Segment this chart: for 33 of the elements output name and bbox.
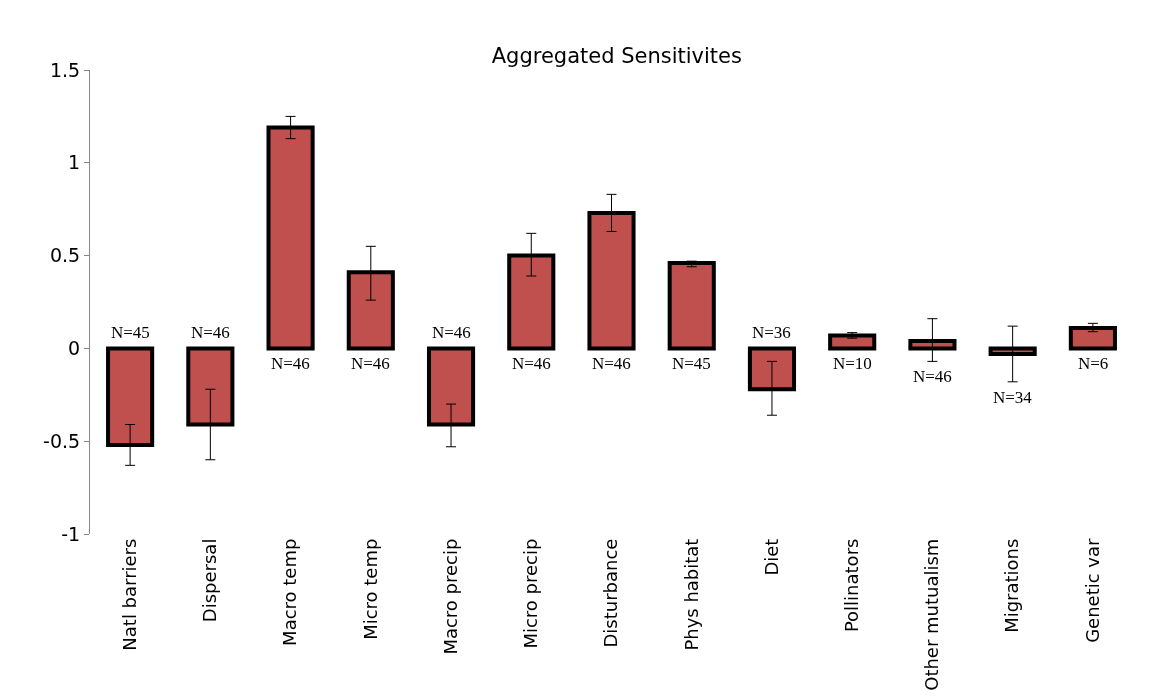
x-tick-label: Disturbance xyxy=(600,538,622,648)
annotation: N=46 xyxy=(191,323,230,342)
chart-title: Aggregated Sensitivites xyxy=(491,44,742,69)
annotation: N=6 xyxy=(1078,354,1109,373)
x-tick-label: Diet xyxy=(760,538,782,576)
y-tick-label: 0 xyxy=(68,337,81,360)
annotation: N=45 xyxy=(111,323,150,342)
x-tick-label: Phys habitat xyxy=(680,538,702,651)
x-tick-label: Other mutualism xyxy=(921,538,943,691)
y-tick-label: -0.5 xyxy=(43,429,81,452)
x-tick-label: Macro temp xyxy=(279,538,301,646)
y-tick-label: -1 xyxy=(61,522,81,545)
x-tick-label: Dispersal xyxy=(199,538,221,623)
annotation: N=46 xyxy=(271,354,310,373)
x-tick-label: Genetic var xyxy=(1081,538,1103,643)
annotation: N=46 xyxy=(913,367,952,386)
annotation: N=45 xyxy=(672,354,711,373)
annotation: N=34 xyxy=(993,388,1033,407)
x-tick-label: Macro precip xyxy=(439,538,461,655)
annotation: N=10 xyxy=(833,354,872,373)
x-tick-label: Migrations xyxy=(1001,538,1023,633)
x-tick-label: Natl barriers xyxy=(118,538,140,651)
x-tick-label: Micro precip xyxy=(520,538,542,649)
annotation: N=46 xyxy=(351,354,390,373)
y-tick-label: 0.5 xyxy=(49,244,81,267)
annotation: N=46 xyxy=(592,354,631,373)
annotation: N=46 xyxy=(432,323,471,342)
x-tick-label: Micro temp xyxy=(359,538,381,640)
y-tick-label: 1 xyxy=(68,151,81,174)
annotation: N=36 xyxy=(752,323,791,342)
x-tick-label: Pollinators xyxy=(841,538,863,633)
y-tick-label: 1.5 xyxy=(49,58,81,81)
annotation: N=46 xyxy=(512,354,551,373)
